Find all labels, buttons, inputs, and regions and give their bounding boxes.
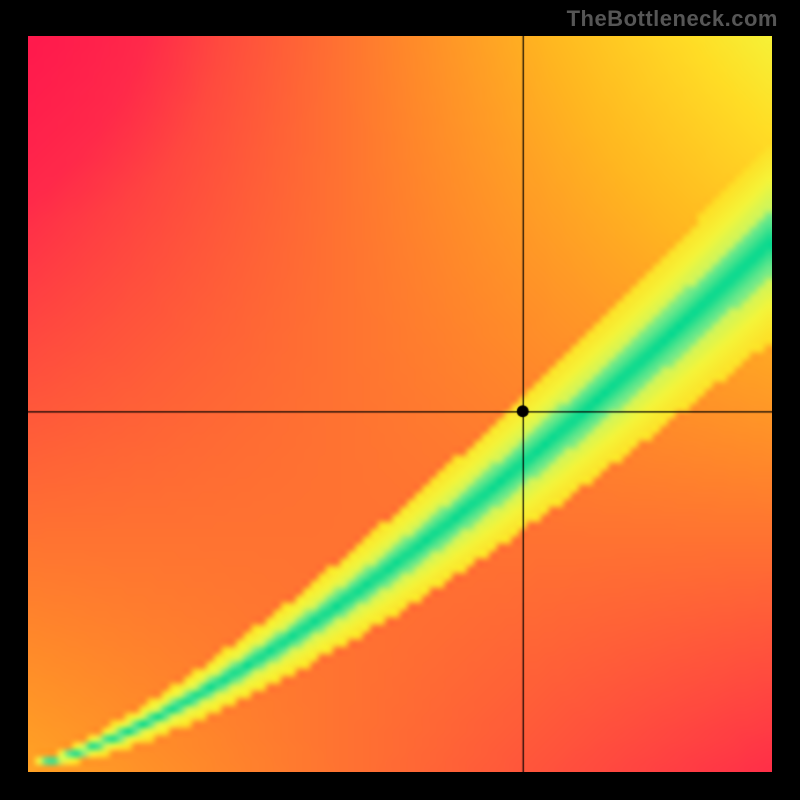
bottleneck-heatmap (28, 36, 772, 772)
chart-frame: { "watermark": { "text": "TheBottleneck.… (0, 0, 800, 800)
watermark-text: TheBottleneck.com (567, 6, 778, 32)
